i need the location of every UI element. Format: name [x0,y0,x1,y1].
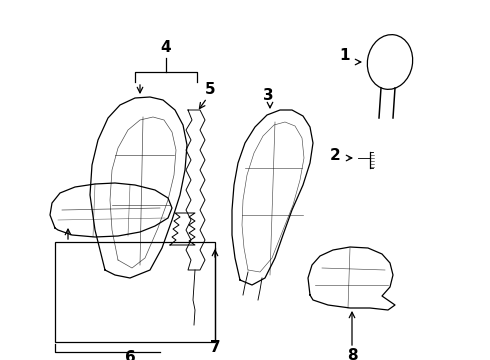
Text: 5: 5 [205,82,215,98]
Text: 8: 8 [347,347,357,360]
Bar [55,242,215,342]
Text: 7: 7 [210,341,220,356]
Text: 3: 3 [263,87,273,103]
Text: 1: 1 [340,48,350,63]
Text: 4: 4 [161,40,171,55]
Text: 6: 6 [124,351,135,360]
Text: 2: 2 [330,148,341,162]
